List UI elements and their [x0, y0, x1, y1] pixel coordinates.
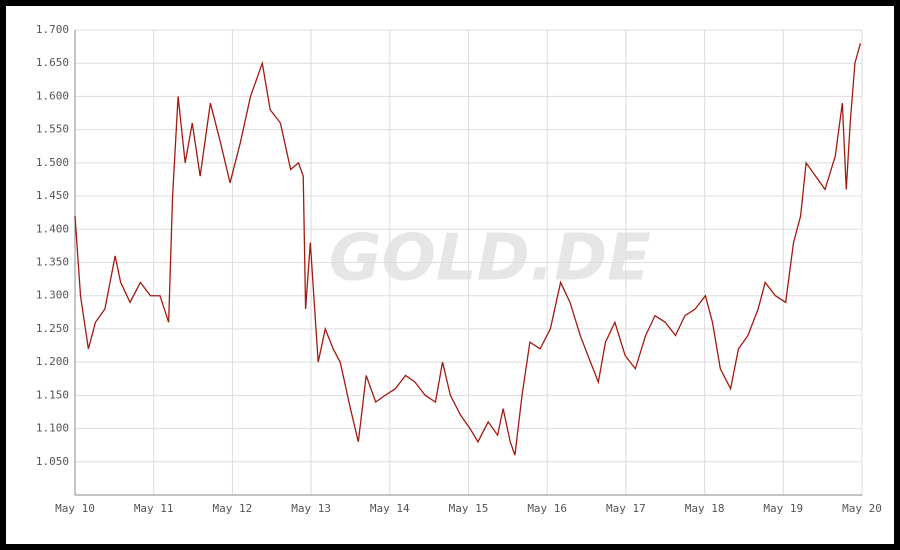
x-tick-label: May 18: [685, 502, 725, 515]
x-tick-label: May 16: [527, 502, 567, 515]
y-tick-label: 1.400: [36, 222, 69, 235]
y-tick-label: 1.150: [36, 388, 69, 401]
x-tick-label: May 13: [291, 502, 331, 515]
y-tick-label: 1.500: [36, 156, 69, 169]
x-tick-label: May 11: [134, 502, 174, 515]
y-tick-label: 1.600: [36, 89, 69, 102]
x-tick-label: May 15: [449, 502, 489, 515]
y-tick-label: 1.650: [36, 56, 69, 69]
y-tick-label: 1.250: [36, 322, 69, 335]
y-tick-label: 1.200: [36, 355, 69, 368]
y-tick-label: 1.700: [36, 23, 69, 36]
x-tick-label: May 20: [842, 502, 882, 515]
y-tick-label: 1.050: [36, 455, 69, 468]
price-line: [74, 43, 862, 456]
y-tick-label: 1.450: [36, 189, 69, 202]
x-tick-label: May 14: [370, 502, 410, 515]
watermark: GOLD.DE: [329, 222, 651, 296]
y-tick-label: 1.300: [36, 289, 69, 302]
x-tick-label: May 12: [213, 502, 253, 515]
y-tick-label: 1.350: [36, 256, 69, 269]
x-tick-label: May 17: [606, 502, 646, 515]
x-tick-label: May 10: [55, 502, 95, 515]
y-tick-label: 1.550: [36, 123, 69, 136]
x-tick-label: May 19: [763, 502, 803, 515]
y-tick-label: 1.100: [36, 422, 69, 435]
